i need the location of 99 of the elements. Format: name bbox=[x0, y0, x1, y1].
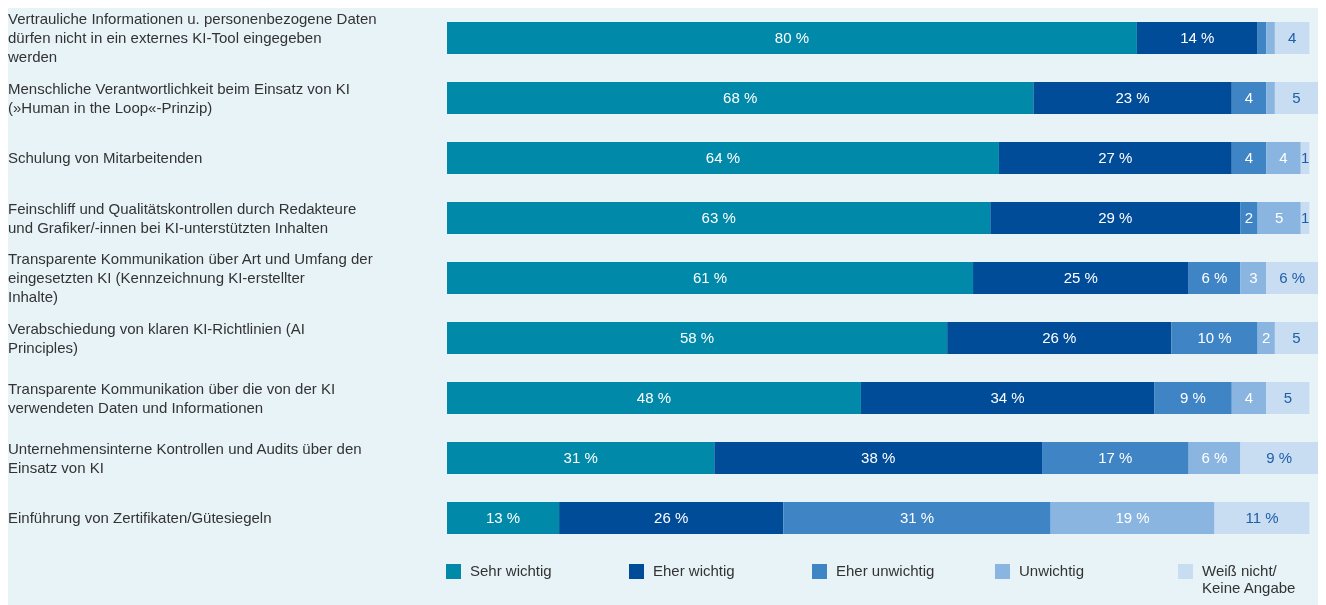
legend-label: Sehr wichtig bbox=[470, 562, 553, 579]
data-label: 6 % bbox=[1201, 449, 1228, 466]
bar bbox=[447, 202, 991, 234]
data-label: 80 % bbox=[774, 29, 810, 46]
data-label: 9 % bbox=[1266, 449, 1293, 466]
data-label: 5 bbox=[1292, 89, 1301, 106]
data-label: 2 bbox=[1262, 329, 1271, 346]
bar bbox=[1188, 262, 1241, 294]
bar bbox=[973, 262, 1189, 294]
y-tick-label: Vertrauliche Informationen u. personenbezogene Daten dürfen nicht in ein externes KI-Tool eingegeben werden bbox=[7, 10, 377, 65]
bar bbox=[1042, 442, 1189, 474]
y-tick-label: Unternehmensinterne Kontrollen und Audits über den Einsatz von KI bbox=[8, 439, 362, 476]
data-label: 4 bbox=[1244, 389, 1254, 406]
data-label: 6 % bbox=[1279, 269, 1306, 286]
bar bbox=[1257, 22, 1267, 54]
data-label: 1 bbox=[1300, 149, 1310, 166]
legend-label: Eher unwichtig bbox=[836, 562, 936, 579]
bar bbox=[1274, 22, 1310, 54]
y-tick-label: Verabschiedung von klaren KI-Richtlinien (AI Principles) bbox=[8, 319, 305, 356]
bar bbox=[1257, 202, 1301, 234]
data-label: 11 % bbox=[1245, 509, 1279, 526]
data-label: 26 % bbox=[654, 509, 689, 526]
bar bbox=[998, 142, 1232, 174]
bar bbox=[1050, 502, 1215, 534]
data-label: 4 bbox=[1244, 149, 1254, 166]
bar bbox=[1257, 322, 1275, 354]
data-label: 31 % bbox=[899, 509, 935, 526]
legend-label: Unwichtig bbox=[1019, 562, 1086, 579]
data-label: 29 % bbox=[1098, 209, 1133, 226]
data-label: 10 % bbox=[1197, 329, 1232, 346]
data-label: 9 % bbox=[1180, 389, 1206, 406]
y-tick-label: Menschliche Verantwortlichkeit beim Einsatz von KI (»Human in the Loop«-Prinzip) bbox=[8, 79, 350, 116]
bar bbox=[447, 442, 715, 474]
data-label: 31 % bbox=[563, 449, 598, 466]
data-label: 1 bbox=[1300, 209, 1310, 226]
bar bbox=[447, 142, 999, 174]
legend-label: Eher wichtig bbox=[653, 562, 736, 579]
data-label: 2 bbox=[1244, 209, 1254, 226]
bar bbox=[1274, 82, 1318, 114]
data-label: 14 % bbox=[1180, 29, 1215, 46]
y-tick-label: Feinschliff und Qualitätskontrollen durch Redakteure und Grafiker/-innen bei KI-unterstützten Inhalten bbox=[8, 199, 357, 236]
bar bbox=[1266, 382, 1310, 414]
y-tick-label: Transparente Kommunikation über Art und Umfang der eingesetzten KI (Kennzeichnung KI-erstellter Inhalte) bbox=[8, 250, 373, 305]
legend-label: Weiß nicht/ Keine Angabe bbox=[1202, 562, 1297, 596]
bar bbox=[1231, 82, 1267, 114]
data-label: 4 bbox=[1287, 29, 1297, 46]
data-label: 68 % bbox=[723, 89, 758, 106]
data-label: 4 bbox=[1244, 89, 1254, 106]
bar bbox=[714, 442, 1043, 474]
data-label: 3 bbox=[1249, 269, 1258, 286]
data-label: 63 % bbox=[701, 209, 736, 226]
data-label: 58 % bbox=[679, 329, 715, 346]
bar bbox=[447, 82, 1034, 114]
bar bbox=[860, 382, 1155, 414]
y-tick-label: Transparente Kommunikation über die von der KI verwendeten Daten und Informationen bbox=[8, 379, 336, 416]
data-label: 38 % bbox=[861, 449, 896, 466]
data-label: 17 % bbox=[1098, 449, 1133, 466]
bar bbox=[1266, 22, 1275, 54]
data-label: 48 % bbox=[636, 389, 672, 406]
bar bbox=[1033, 82, 1232, 114]
bar bbox=[1240, 442, 1318, 474]
data-label: 61 % bbox=[692, 269, 728, 286]
bar bbox=[1231, 382, 1267, 414]
data-label: 34 % bbox=[990, 389, 1025, 406]
bar bbox=[447, 22, 1137, 54]
data-label: 25 % bbox=[1063, 269, 1098, 286]
data-label: 27 % bbox=[1098, 149, 1133, 166]
data-label: 5 bbox=[1283, 389, 1292, 406]
bar bbox=[1266, 82, 1275, 114]
data-label: 26 % bbox=[1042, 329, 1077, 346]
data-label: 13 % bbox=[485, 509, 521, 526]
bar bbox=[1274, 322, 1318, 354]
bar bbox=[447, 322, 948, 354]
data-label: 5 bbox=[1292, 329, 1301, 346]
data-label: 4 bbox=[1279, 149, 1288, 166]
bar bbox=[1240, 262, 1267, 294]
data-label: 64 % bbox=[705, 149, 741, 166]
bar bbox=[447, 262, 974, 294]
data-label: 5 bbox=[1275, 209, 1284, 226]
bar bbox=[990, 202, 1241, 234]
data-label: 23 % bbox=[1115, 89, 1150, 106]
y-tick-label: Einführung von Zertifikaten/Gütesiegeln bbox=[8, 509, 272, 526]
bar bbox=[1266, 262, 1318, 294]
bar bbox=[447, 382, 861, 414]
bar bbox=[447, 502, 560, 534]
bar bbox=[1231, 142, 1267, 174]
bar bbox=[1240, 202, 1258, 234]
bar bbox=[1188, 442, 1241, 474]
bar bbox=[1154, 382, 1232, 414]
bar bbox=[1171, 322, 1258, 354]
bar bbox=[947, 322, 1172, 354]
data-label: 19 % bbox=[1115, 509, 1150, 526]
data-label: 6 % bbox=[1201, 269, 1228, 286]
bar bbox=[1266, 142, 1301, 174]
y-tick-label: Schulung von Mitarbeitenden bbox=[8, 149, 203, 166]
bar bbox=[1136, 22, 1258, 54]
bar bbox=[559, 502, 784, 534]
bar bbox=[783, 502, 1051, 534]
bar bbox=[1214, 502, 1310, 534]
